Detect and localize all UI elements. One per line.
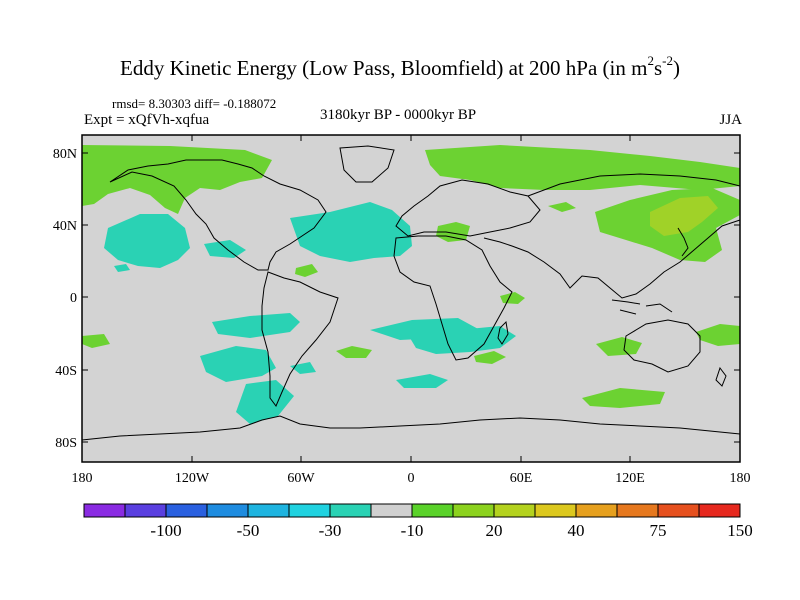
lon-ticks [81, 135, 741, 462]
strong-positive-anomaly-east-asia [650, 196, 718, 236]
coastline-indonesia [611, 299, 673, 315]
colorbar-swatch [165, 503, 208, 518]
lat-label-0: 0 [70, 291, 77, 306]
negative-anomaly-south-atlantic-lower [410, 326, 516, 354]
positive-anomaly-southern-indian-2 [548, 202, 576, 212]
positive-anomaly-mediterranean [436, 222, 470, 242]
colorbar-swatch [329, 503, 372, 518]
coastline-australia [623, 319, 701, 373]
positive-anomaly-western-pacific-south [82, 334, 110, 348]
lon-label-60w: 60W [287, 471, 315, 486]
coastline-japan [677, 227, 689, 257]
anomaly-fields [82, 145, 740, 424]
colorbar-label: -30 [319, 521, 342, 540]
coastline-south-america [261, 271, 339, 407]
colorbar-swatch [83, 503, 126, 518]
map-title: Eddy Kinetic Energy (Low Pass, Bloomfiel… [120, 53, 680, 80]
colorbar-label: -100 [150, 521, 181, 540]
positive-anomaly-southwest-pacific [696, 324, 740, 346]
coastline-madagascar [497, 320, 509, 345]
colorbar-label: 20 [486, 521, 503, 540]
period-label: 3180kyr BP - 0000kyr BP [320, 107, 477, 123]
colorbar-swatch [288, 503, 331, 518]
lat-labels: 80N 40N 0 40S 80S [53, 147, 77, 451]
colorbar-label: 40 [568, 521, 585, 540]
colorbar-swatch [124, 503, 167, 518]
negative-anomaly-north-pacific [104, 214, 190, 268]
colorbar-swatch [534, 503, 577, 518]
colorbar-swatch [452, 503, 495, 518]
positive-anomaly-arctic-america [82, 145, 272, 214]
lon-label-180e: 180 [730, 471, 751, 486]
colorbar-swatch [206, 503, 249, 518]
negative-anomaly-south-pacific-east [236, 380, 294, 424]
coastline-new-zealand [715, 366, 727, 387]
coastline-greenland [339, 145, 395, 183]
coastlines [81, 145, 741, 441]
positive-anomaly-southern-ocean [582, 388, 665, 408]
negative-anomaly-north-atlantic [290, 202, 412, 262]
negative-anomaly-south-atlantic-small [396, 374, 448, 388]
lat-label-40s: 40S [55, 364, 77, 379]
coastline-north-america [109, 159, 327, 271]
colorbar-label: -10 [401, 521, 424, 540]
colorbar-swatch [657, 503, 700, 518]
colorbar-label: -50 [237, 521, 260, 540]
lon-label-120e: 120E [615, 471, 645, 486]
stats-text: rmsd= 8.30303 diff= -0.188072 [112, 96, 277, 111]
lat-label-40n: 40N [53, 219, 77, 234]
lat-label-80s: 80S [55, 436, 77, 451]
lat-label-80n: 80N [53, 147, 77, 162]
coastline-asia [483, 173, 741, 299]
colorbar-label: 75 [650, 521, 667, 540]
colorbar-swatch [411, 503, 454, 518]
positive-anomaly-south-indian-1 [474, 351, 506, 364]
experiment-label: Expt = xQfVh-xqfua [84, 112, 210, 128]
lon-label-60e: 60E [510, 471, 533, 486]
lon-labels: 180 120W 60W 0 60E 120E 180 [72, 471, 751, 486]
colorbar [83, 503, 741, 518]
colorbar-swatch [247, 503, 290, 518]
lon-label-120w: 120W [175, 471, 210, 486]
positive-anomaly-north-africa [500, 292, 525, 304]
positive-anomaly-arctic-eurasia [425, 145, 740, 190]
colorbar-label: 150 [727, 521, 753, 540]
coastline-antarctica [81, 415, 741, 441]
lon-label-180w: 180 [72, 471, 93, 486]
lon-label-0: 0 [408, 471, 415, 486]
negative-anomaly-south-pacific-west [200, 346, 276, 382]
coastline-africa [393, 235, 513, 361]
positive-anomaly-australia [596, 337, 642, 356]
negative-anomaly-south-pacific-band [212, 313, 300, 338]
colorbar-swatch [616, 503, 659, 518]
colorbar-swatch [575, 503, 618, 518]
colorbar-swatch [493, 503, 536, 518]
season-label: JJA [719, 112, 742, 128]
colorbar-swatch [370, 503, 413, 518]
coastline-europe [395, 179, 541, 237]
lat-ticks [82, 152, 740, 443]
negative-anomaly-pacific-small [114, 264, 130, 272]
positive-anomaly-atlantic-small [295, 264, 318, 277]
colorbar-labels: -100 -50 -30 -10 20 40 75 150 [150, 521, 752, 540]
negative-anomaly-gulf-mexico [204, 240, 246, 258]
positive-anomaly-south-atlantic [336, 346, 372, 358]
colorbar-swatch [698, 503, 741, 518]
